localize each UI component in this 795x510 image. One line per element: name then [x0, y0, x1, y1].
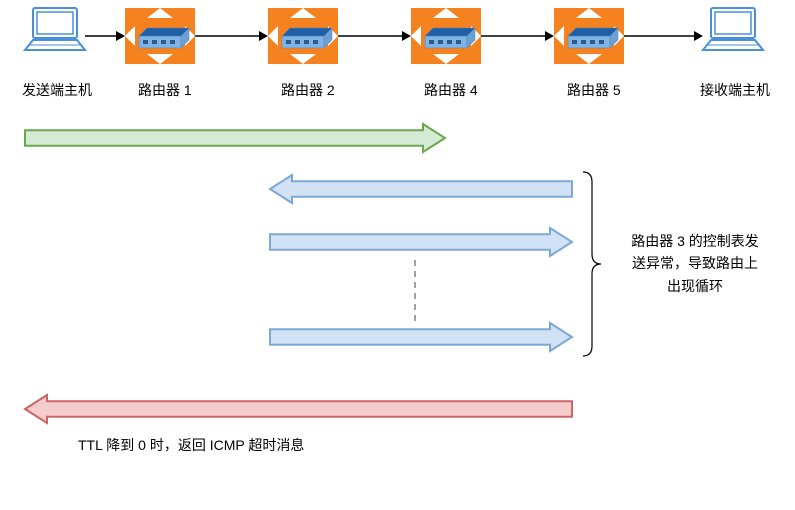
- router4-label: 路由器 4: [424, 80, 478, 100]
- arrow-blue3: [270, 323, 572, 351]
- arrow-blue1: [270, 175, 572, 203]
- arrow-blue2: [270, 228, 572, 256]
- ttl-annotation: TTL 降到 0 时，返回 ICMP 超时消息: [78, 435, 304, 455]
- router5-icon: [554, 8, 624, 64]
- arrow-green: [25, 124, 445, 152]
- brace: [583, 172, 601, 356]
- router5-label: 路由器 5: [567, 80, 621, 100]
- router1-icon: [125, 8, 195, 64]
- router1-label: 路由器 1: [138, 80, 192, 100]
- router2-icon: [268, 8, 338, 64]
- router4-icon: [411, 8, 481, 64]
- loop-annotation: 路由器 3 的控制表发送异常，导致路由上出现循环: [620, 230, 770, 297]
- router2-label: 路由器 2: [281, 80, 335, 100]
- sender-label: 发送端主机: [22, 80, 92, 100]
- arrow-red: [25, 395, 572, 423]
- receiver-label: 接收端主机: [700, 80, 770, 100]
- sender-icon: [25, 8, 85, 50]
- receiver-icon: [703, 8, 763, 50]
